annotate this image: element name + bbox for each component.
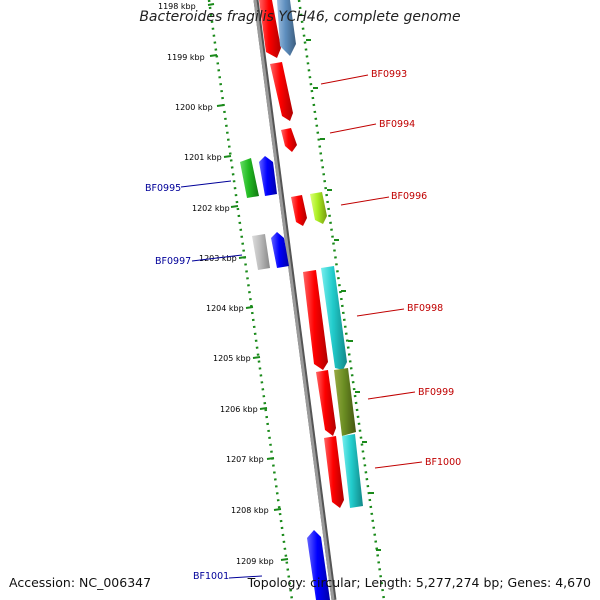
gene-label[interactable]: BF0993 bbox=[371, 69, 407, 80]
genome-title: Bacteroides fragilis YCH46, complete gen… bbox=[139, 9, 461, 25]
genome-summary-text: Topology: circular; Length: 5,277,274 bp… bbox=[247, 575, 591, 590]
gene-arrow[interactable] bbox=[240, 158, 259, 198]
gene-arrow[interactable] bbox=[303, 270, 328, 370]
accession-text: Accession: NC_006347 bbox=[9, 575, 152, 590]
genes-forward bbox=[259, 0, 363, 508]
tick-label: 1204 kbp bbox=[206, 304, 244, 313]
label-connectors bbox=[180, 74, 423, 579]
gene-arrow[interactable] bbox=[342, 434, 363, 508]
gene-arrow[interactable] bbox=[321, 266, 347, 370]
tick-label: 1201 kbp bbox=[184, 153, 222, 162]
tick-label: 1205 kbp bbox=[213, 354, 251, 363]
tick-label: 1200 kbp bbox=[175, 103, 213, 112]
gene-arrow[interactable] bbox=[270, 62, 293, 121]
genes-reverse bbox=[240, 156, 330, 600]
gene-arrow[interactable] bbox=[307, 530, 330, 600]
left-dotted-line bbox=[207, 0, 294, 600]
gene-arrow[interactable] bbox=[291, 195, 307, 226]
tick-labels: 1198 kbp 1199 kbp 1200 kbp 1201 kbp 1202… bbox=[158, 2, 274, 566]
gene-arrow[interactable] bbox=[281, 128, 297, 152]
gene-arrow[interactable] bbox=[277, 0, 296, 56]
tick-label: 1206 kbp bbox=[220, 405, 258, 414]
gene-arrow[interactable] bbox=[310, 192, 327, 224]
gene-arrow[interactable] bbox=[259, 156, 277, 196]
gene-label[interactable]: BF0995 bbox=[145, 183, 181, 194]
gene-label[interactable]: BF1001 bbox=[193, 571, 229, 582]
gene-label[interactable]: BF0998 bbox=[407, 303, 443, 314]
genome-axis bbox=[253, 0, 335, 600]
gene-label[interactable]: BF0994 bbox=[379, 119, 415, 130]
gene-label[interactable]: BF0997 bbox=[155, 256, 191, 267]
tick-label: 1209 kbp bbox=[236, 557, 274, 566]
gene-arrow[interactable] bbox=[259, 0, 281, 58]
tick-label: 1203 kbp bbox=[199, 254, 237, 263]
tick-label: 1202 kbp bbox=[192, 204, 230, 213]
tick-label: 1207 kbp bbox=[226, 455, 264, 464]
right-dotted-line bbox=[297, 0, 386, 600]
gene-label[interactable]: BF1000 bbox=[425, 457, 461, 468]
gene-labels: BF0993 BF0994 BF0995 BF0996 BF0997 BF099… bbox=[145, 69, 461, 582]
gene-arrow[interactable] bbox=[252, 234, 270, 270]
gene-arrow[interactable] bbox=[271, 232, 289, 268]
tick-label: 1208 kbp bbox=[231, 506, 269, 515]
tick-marks bbox=[207, 3, 381, 561]
gene-arrow[interactable] bbox=[334, 368, 356, 436]
tick-label: 1198 kbp bbox=[158, 2, 196, 11]
gene-label[interactable]: BF0999 bbox=[418, 387, 454, 398]
tick-label: 1199 kbp bbox=[167, 53, 205, 62]
gene-arrow[interactable] bbox=[324, 436, 344, 508]
gene-arrow[interactable] bbox=[316, 370, 336, 436]
gene-label[interactable]: BF0996 bbox=[391, 191, 427, 202]
